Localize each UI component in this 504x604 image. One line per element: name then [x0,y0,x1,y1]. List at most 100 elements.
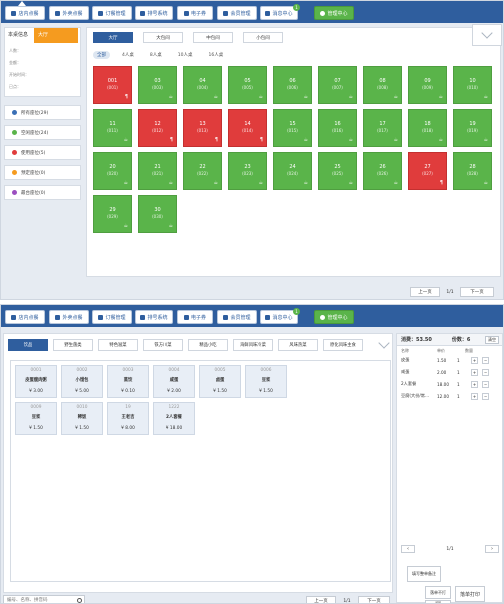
category-tab[interactable]: 海鲜风味冷菜 [233,339,273,351]
dish-card[interactable]: 0002 小馒包 ¥ 5.00 [61,365,103,398]
table-tile[interactable]: 19 (019) ☕ [453,109,492,147]
nav-coupon-button[interactable]: 电子券 [177,6,213,20]
table-tile[interactable]: 17 (017) ☕ [363,109,402,147]
dish-card[interactable]: 0003 蒸饺 ¥ 0.10 [107,365,149,398]
table-tile[interactable]: 27 (027) ¶ [408,152,447,190]
dish-card[interactable]: 0005 卤蛋 ¥ 1.50 [199,365,241,398]
table-tile[interactable]: 10 (010) ☕ [453,66,492,104]
qty-decrease-button[interactable]: − [482,392,489,400]
submit-print-button[interactable]: 落单打印 [455,586,485,602]
seat-filter-option[interactable]: 4人桌 [122,52,134,58]
table-tile[interactable]: 28 (028) ☕ [453,152,492,190]
dish-card[interactable]: 0006 豆浆 ¥ 1.50 [245,365,287,398]
category-tab[interactable]: 原化风味主食 [323,339,363,351]
category-tab[interactable]: 特色滋菜 [98,339,138,351]
table-tile[interactable]: 08 (008) ☕ [363,66,402,104]
nav-reservation-button[interactable]: 订餐管理 [92,6,132,20]
nav-dine-in-button[interactable]: 店内点餐 [5,1,45,20]
category-tab[interactable]: 铁方川菜 [143,339,183,351]
legend-item[interactable]: 最台座位(0) [4,185,81,200]
table-tile[interactable]: 001 (001) ¶ [93,66,132,104]
table-tile[interactable]: 05 (005) ☕ [228,66,267,104]
clear-button[interactable]: 清空 [485,336,499,344]
seat-filter-option[interactable]: 16人桌 [208,52,224,58]
nav-message-button[interactable]: 消息中心 1 [260,4,300,20]
nav-message-button[interactable]: 消息中心 1 [260,308,300,324]
table-tile[interactable]: 24 (024) ☕ [273,152,312,190]
table-tile[interactable]: 14 (014) ¶ [228,109,267,147]
legend-item[interactable]: 所有座位(29) [4,105,81,120]
search-input[interactable]: 编号、名称、拼音码 [3,595,85,603]
table-tile[interactable]: 07 (007) ☕ [318,66,357,104]
dish-card[interactable]: 0004 咸蛋 ¥ 2.00 [153,365,195,398]
nav-member-button[interactable]: 会员管理 [217,310,257,324]
qty-decrease-button[interactable]: − [482,368,489,376]
collapse-button[interactable] [472,24,502,46]
prev-page-button[interactable]: 上一页 [306,596,336,603]
table-tile[interactable]: 20 (020) ☕ [93,152,132,190]
hall-tab[interactable]: 小包间 [243,32,283,43]
prev-page-button[interactable]: 上一页 [410,287,440,297]
table-tile[interactable]: 23 (023) ☕ [228,152,267,190]
seat-filter-option[interactable]: 8人桌 [149,52,162,58]
table-tile[interactable]: 16 (016) ☕ [318,109,357,147]
legend-item[interactable]: 使用座位(5) [4,145,81,160]
table-tile[interactable]: 03 (003) ☕ [138,66,177,104]
nav-queue-button[interactable]: 排号系统 [135,6,173,20]
nav-admin-button[interactable]: 管理中心 [314,310,354,324]
table-tile[interactable]: 09 (009) ☕ [408,66,447,104]
nav-coupon-button[interactable]: 电子券 [177,310,213,324]
order-memo-button[interactable]: 填写整单备注 [407,566,441,582]
category-tab[interactable]: 饮品 [8,339,48,351]
seat-filter-option[interactable]: 全部 [93,50,110,59]
dish-card[interactable]: 1222 2人套餐 ¥ 18.00 [153,402,195,435]
dish-card[interactable]: 0010 稀饭 ¥ 1.50 [61,402,103,435]
nav-member-button[interactable]: 会员管理 [217,6,257,20]
qty-decrease-button[interactable]: − [482,356,489,364]
order-next-button[interactable]: › [485,545,499,553]
order-prev-button[interactable]: ‹ [401,545,415,553]
table-tile[interactable]: 29 (029) ☕ [93,195,132,233]
next-page-button[interactable]: 下一页 [460,287,494,297]
table-tile[interactable]: 25 (025) ☕ [318,152,357,190]
table-tile[interactable]: 13 (013) ¶ [183,109,222,147]
order-row[interactable]: 咸蛋 2.00 1 + − [401,368,501,376]
search-icon[interactable] [77,598,82,603]
category-tab[interactable]: 风味热菜 [278,339,318,351]
table-tile[interactable]: 18 (018) ☕ [408,109,447,147]
hall-tab[interactable]: 大厅 [93,32,133,43]
table-tile[interactable]: 04 (004) ☕ [183,66,222,104]
table-tile[interactable]: 26 (026) ☕ [363,152,402,190]
nav-dine-in-button[interactable]: 店内点餐 [5,310,45,324]
hall-tab[interactable]: 大包间 [143,32,183,43]
qty-decrease-button[interactable]: − [482,380,489,388]
order-row[interactable]: 豆腐(大份/常... 12.00 1 + − [401,392,501,400]
qty-increase-button[interactable]: + [471,356,478,364]
collapse-button[interactable] [374,335,394,355]
category-tab[interactable]: 精品小吃 [188,339,228,351]
nav-queue-button[interactable]: 排号系统 [135,310,173,324]
table-tile[interactable]: 15 (015) ☕ [273,109,312,147]
dish-card[interactable]: 19 王老吉 ¥ 8.00 [107,402,149,435]
qty-increase-button[interactable]: + [471,392,478,400]
qty-increase-button[interactable]: + [471,380,478,388]
nav-admin-button[interactable]: 管理中心 [314,6,354,20]
nav-takeout-button[interactable]: 外卖点餐 [49,6,89,20]
order-row[interactable]: 皮蛋 1.50 1 + − [401,356,501,364]
table-tile[interactable]: 11 (011) ☕ [93,109,132,147]
back-button[interactable]: 返回 [425,600,451,603]
dish-card[interactable]: 0009 豆浆 ¥ 1.50 [15,402,57,435]
dish-card[interactable]: 0001 皮蛋瘦肉粥 ¥ 3.00 [15,365,57,398]
seat-filter-option[interactable]: 10人桌 [177,52,193,58]
table-tile[interactable]: 12 (012) ¶ [138,109,177,147]
submit-no-print-button[interactable]: 落单不打 [425,586,451,599]
hall-tab[interactable]: 中包间 [193,32,233,43]
table-tile[interactable]: 22 (022) ☕ [183,152,222,190]
nav-reservation-button[interactable]: 订餐管理 [92,310,132,324]
legend-item[interactable]: 预定座位(0) [4,165,81,180]
legend-item[interactable]: 空闲座位(24) [4,125,81,140]
qty-increase-button[interactable]: + [471,368,478,376]
nav-takeout-button[interactable]: 外卖点餐 [49,310,89,324]
table-tile[interactable]: 30 (030) ☕ [138,195,177,233]
table-tile[interactable]: 21 (021) ☕ [138,152,177,190]
